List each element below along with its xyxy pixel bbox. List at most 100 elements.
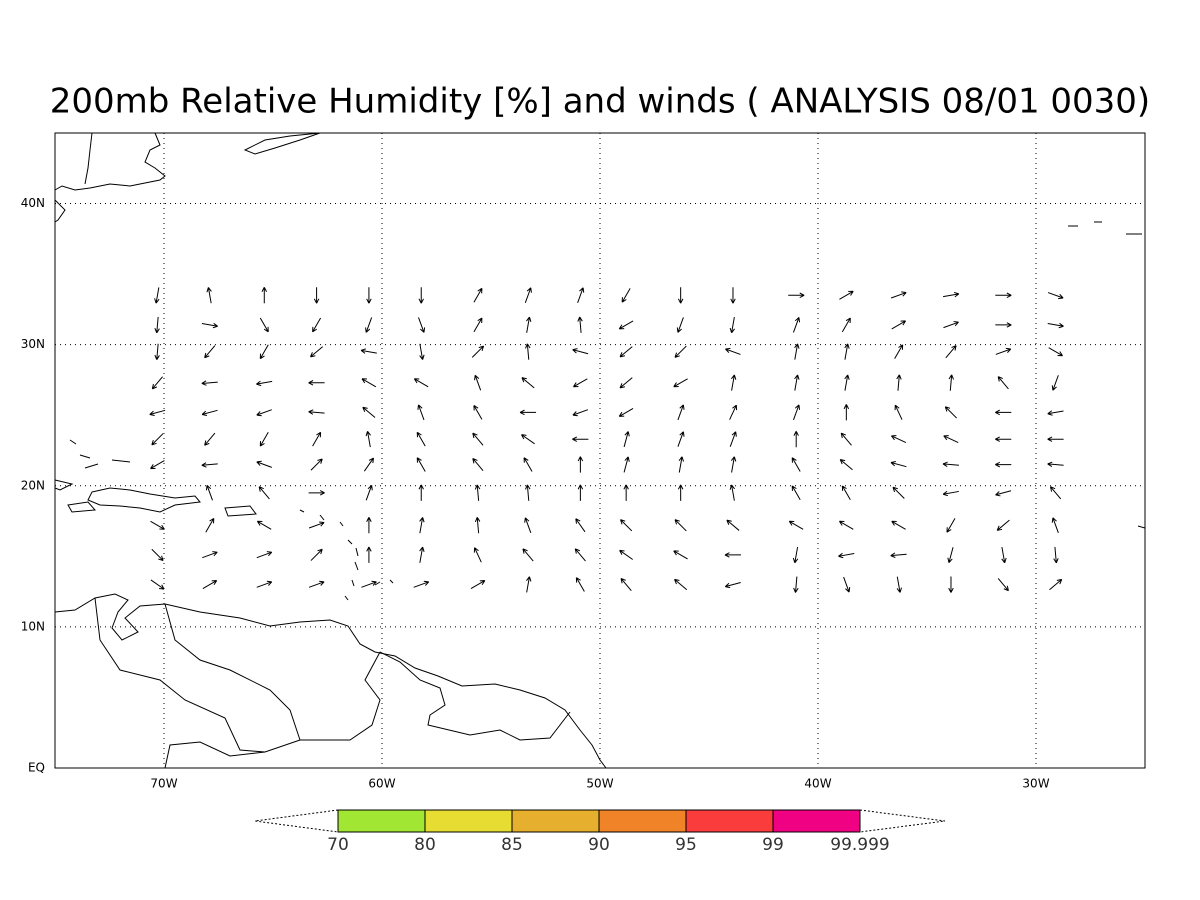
- wind-arrow: [794, 374, 800, 391]
- colorbar-segment: [511, 809, 600, 833]
- wind-arrow: [948, 576, 954, 593]
- wind-arrow: [312, 431, 322, 447]
- azores: [1068, 221, 1146, 529]
- wind-arrow: [891, 520, 906, 530]
- wind-arrow: [573, 378, 588, 388]
- wind-arrow: [793, 430, 799, 448]
- wind-arrow: [793, 576, 799, 593]
- wind-arrow: [308, 409, 325, 415]
- wind-arrow: [618, 407, 634, 417]
- wind-arrow: [154, 343, 160, 360]
- lesser-antilles: [299, 509, 394, 601]
- wind-arrow: [256, 380, 273, 387]
- wind-arrow: [730, 374, 737, 391]
- wind-arrow: [623, 456, 630, 473]
- x-tick-label: 50W: [586, 777, 613, 791]
- title: 200mb Relative Humidity [%] and winds ( …: [50, 82, 1150, 122]
- wind-arrow: [418, 484, 424, 501]
- wind-arrow: [997, 578, 1009, 592]
- wind-arrow: [366, 287, 372, 304]
- wind-arrow: [310, 548, 323, 561]
- wind-arrow: [894, 404, 903, 420]
- y-tick-label: 10N: [21, 619, 45, 633]
- wind-arrow: [729, 431, 737, 447]
- wind-arrow: [1047, 410, 1064, 416]
- wind-arrow: [996, 519, 1010, 531]
- wind-arrow: [574, 548, 586, 562]
- wind-arrow: [947, 547, 954, 563]
- wind-arrow: [256, 520, 272, 530]
- wind-arrow: [674, 345, 687, 358]
- wind-arrow: [575, 518, 586, 533]
- x-tick-label: 40W: [804, 777, 831, 791]
- wind-arrow: [256, 580, 273, 588]
- colorbar-segment: [424, 809, 513, 833]
- wind-arrow: [619, 549, 633, 560]
- wind-arrow: [943, 435, 959, 444]
- wind-arrow: [201, 380, 218, 386]
- wind-arrow: [308, 380, 325, 386]
- wind-arrow: [256, 460, 272, 468]
- wind-arrow: [417, 404, 425, 421]
- wind-arrow: [365, 317, 373, 333]
- wind-arrow: [312, 317, 322, 333]
- wind-arrow: [677, 431, 685, 447]
- colorbar-segment: [598, 809, 687, 833]
- wind-arrow: [791, 485, 801, 501]
- wind-arrow: [416, 431, 426, 447]
- wind-arrow: [896, 576, 902, 593]
- wind-arrow: [1047, 322, 1064, 329]
- guianas: [379, 651, 571, 741]
- wind-arrow: [577, 484, 584, 501]
- wind-arrow: [150, 579, 165, 590]
- wind-arrow: [995, 409, 1012, 416]
- wind-arrow: [844, 374, 850, 391]
- wind-arrow: [204, 345, 216, 359]
- wind-arrow: [473, 405, 483, 420]
- wind-arrow: [995, 292, 1012, 298]
- colorbar-segment: [772, 809, 861, 833]
- wind-arrow: [673, 378, 688, 388]
- wind-arrow: [729, 316, 735, 334]
- x-tick-label: 30W: [1022, 777, 1049, 791]
- wind-arrow: [677, 484, 684, 501]
- wind-arrow: [519, 409, 537, 416]
- wind-arrow: [416, 457, 426, 472]
- wind-arrow: [310, 346, 324, 358]
- wind-arrow: [726, 519, 740, 531]
- wind-arrow: [366, 546, 372, 563]
- wind-arrow: [1047, 292, 1064, 300]
- wind-arrow: [365, 484, 373, 501]
- wind-arrow: [892, 486, 905, 499]
- wind-arrow: [788, 520, 804, 530]
- wind-arrow: [677, 404, 685, 421]
- wind-arrow: [623, 484, 629, 501]
- wind-arrow: [1049, 486, 1062, 500]
- wind-arrow: [521, 377, 535, 389]
- wind-arrow: [942, 461, 959, 467]
- wind-arrow: [413, 580, 430, 588]
- wind-arrow: [841, 485, 851, 501]
- wind-arrow: [259, 344, 269, 360]
- wind-arrow: [524, 517, 532, 533]
- cuba-east: [54, 479, 74, 491]
- wind-arrow: [473, 547, 482, 563]
- x-tick-label: 70W: [150, 777, 177, 791]
- wind-arrow: [843, 404, 850, 421]
- wind-arrow: [1047, 436, 1064, 442]
- wind-arrow: [674, 519, 687, 532]
- wind-arrow: [474, 517, 481, 534]
- wind-arrow: [150, 520, 165, 530]
- wind-arrow: [729, 404, 738, 420]
- wind-arrow: [360, 348, 377, 354]
- wind-arrow: [361, 580, 377, 588]
- wind-arrow: [521, 434, 535, 445]
- wind-arrow: [678, 456, 684, 473]
- wind-arrow: [839, 458, 853, 471]
- wind-arrow: [474, 374, 482, 391]
- wind-arrow: [995, 490, 1012, 497]
- bahamas: [69, 439, 131, 469]
- wind-arrow: [201, 322, 218, 329]
